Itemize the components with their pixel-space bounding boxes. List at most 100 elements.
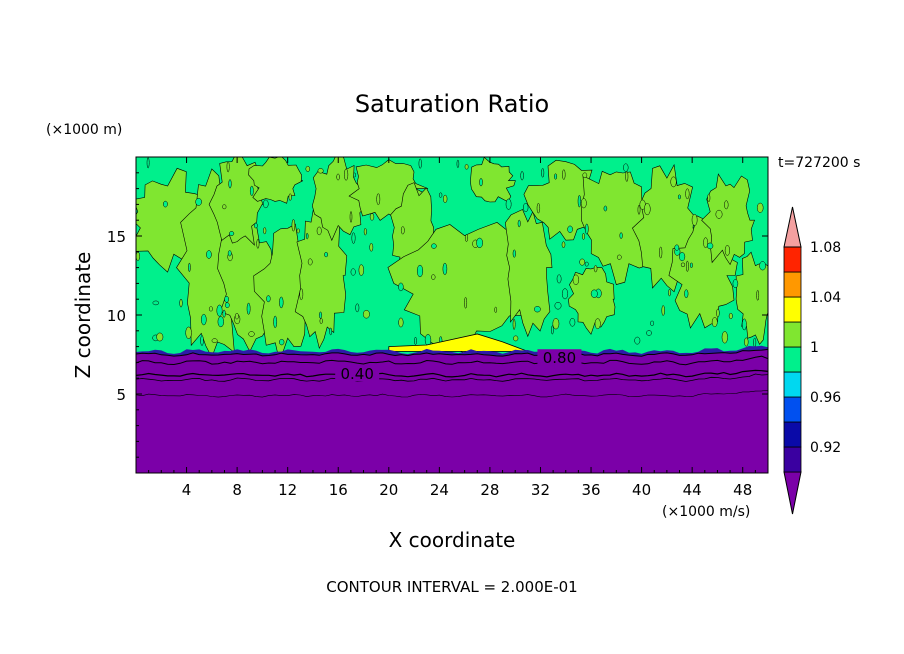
x-tick-label: 12 — [278, 481, 297, 499]
saturation-speck — [136, 251, 140, 261]
contour-line — [136, 369, 768, 378]
saturation-speck — [674, 244, 680, 251]
saturation-speck — [569, 318, 576, 327]
saturation-speck — [644, 203, 651, 216]
saturation-speck — [561, 288, 569, 300]
saturation-speck — [224, 295, 229, 303]
saturation-speck — [418, 158, 422, 169]
saturation-speck — [517, 219, 521, 228]
saturation-speck — [706, 242, 714, 250]
saturation-speck — [163, 200, 168, 208]
contour-label-bg — [537, 349, 582, 366]
saturation-speck — [234, 313, 239, 320]
saturation-speck — [677, 194, 681, 200]
saturation-speck — [358, 264, 364, 276]
saturation-speck — [349, 211, 353, 223]
saturation-speck — [715, 209, 723, 219]
saturation-speck — [551, 325, 554, 335]
colorbar-segment — [783, 296, 802, 323]
saturation-speck — [217, 316, 224, 328]
saturation-speck — [580, 198, 587, 209]
saturation-speck — [222, 309, 226, 318]
saturation-speck — [479, 178, 483, 187]
saturation-speck — [744, 337, 749, 347]
saturation-speck — [226, 161, 230, 173]
saturation-speck — [248, 331, 255, 337]
colorbar-segment — [783, 321, 802, 348]
saturation-speck — [228, 179, 232, 189]
x-axis-ticks: 4 8 12 16 20 24 28 32 36 40 44 48 — [148, 157, 756, 499]
saturation-speck — [590, 289, 598, 298]
saturation-speck — [561, 241, 566, 248]
colorbar-label: 1 — [810, 340, 819, 356]
saturation-speck — [584, 261, 589, 267]
saturation-speck — [369, 213, 375, 221]
saturation-speck — [686, 260, 689, 272]
saturation-speck — [305, 232, 309, 240]
saturation-speck — [266, 295, 271, 303]
saturation-speck — [582, 172, 588, 178]
contour-label-bg — [335, 365, 380, 382]
y-axis-ticks: 5 10 15 — [107, 172, 768, 458]
saturation-speck — [443, 194, 448, 203]
saturation-speck — [691, 213, 698, 226]
saturation-speck — [211, 338, 218, 344]
saturation-speck — [556, 274, 562, 284]
y-unit-label: (×1000 m) — [46, 122, 122, 138]
saturation-speck — [431, 274, 436, 280]
near-saturation-patches — [136, 157, 768, 364]
x-tick-label: 16 — [329, 481, 348, 499]
saturation-speck — [362, 309, 370, 319]
saturation-speck — [593, 265, 598, 273]
y-tick-label: 10 — [107, 307, 126, 325]
saturation-speck — [329, 327, 333, 336]
saturation-speck — [562, 169, 566, 180]
contour-line — [136, 373, 768, 382]
contour-line — [136, 355, 768, 366]
saturation-speck — [263, 199, 269, 209]
saturation-speck — [554, 301, 562, 310]
x-tick-label: 40 — [632, 481, 651, 499]
time-label: t=727200 s — [778, 155, 860, 171]
saturation-speck — [273, 315, 278, 329]
saturation-speck — [398, 317, 404, 328]
saturation-speck — [442, 262, 448, 275]
colorbar-segment — [783, 371, 802, 398]
saturation-speck — [567, 225, 573, 233]
colorbar-label: 0.96 — [810, 390, 841, 406]
saturation-speck — [716, 308, 720, 318]
colorbar-under-arrow — [783, 471, 802, 515]
saturation-speck — [554, 173, 558, 180]
saturation-speck — [523, 202, 529, 213]
saturation-speck — [741, 318, 747, 331]
saturation-speck — [464, 297, 468, 309]
saturation-speck — [552, 318, 560, 330]
x-tick-label: 44 — [683, 481, 702, 499]
colorbar-segment — [783, 421, 802, 448]
saturation-speck — [416, 264, 424, 278]
saturation-speck — [513, 335, 519, 342]
saturation-speck — [179, 298, 183, 308]
x-tick-label: 28 — [480, 481, 499, 499]
saturation-speck — [229, 231, 235, 236]
y-tick-label: 5 — [116, 386, 126, 404]
x-tick-label: 48 — [733, 481, 752, 499]
saturation-speck — [619, 232, 623, 239]
saturation-speck — [351, 232, 356, 244]
saturation-speck — [756, 202, 764, 213]
saturation-patch — [208, 157, 264, 246]
saturation-speck — [585, 223, 589, 235]
colorbar-label: 1.08 — [810, 240, 841, 256]
saturation-speck — [316, 226, 322, 236]
saturation-patch — [580, 170, 655, 285]
saturation-speck — [398, 282, 404, 292]
contour-interval-note: CONTOUR INTERVAL = 2.000E-01 — [326, 578, 577, 596]
contour-labels: 0.40 0.80 — [335, 349, 582, 383]
saturation-speck — [307, 258, 313, 266]
saturation-speck — [299, 288, 304, 301]
x-unit-label: (×1000 m/s) — [662, 504, 750, 520]
saturation-patch — [470, 157, 516, 203]
saturation-speck — [249, 185, 254, 196]
saturation-speck — [541, 168, 545, 178]
